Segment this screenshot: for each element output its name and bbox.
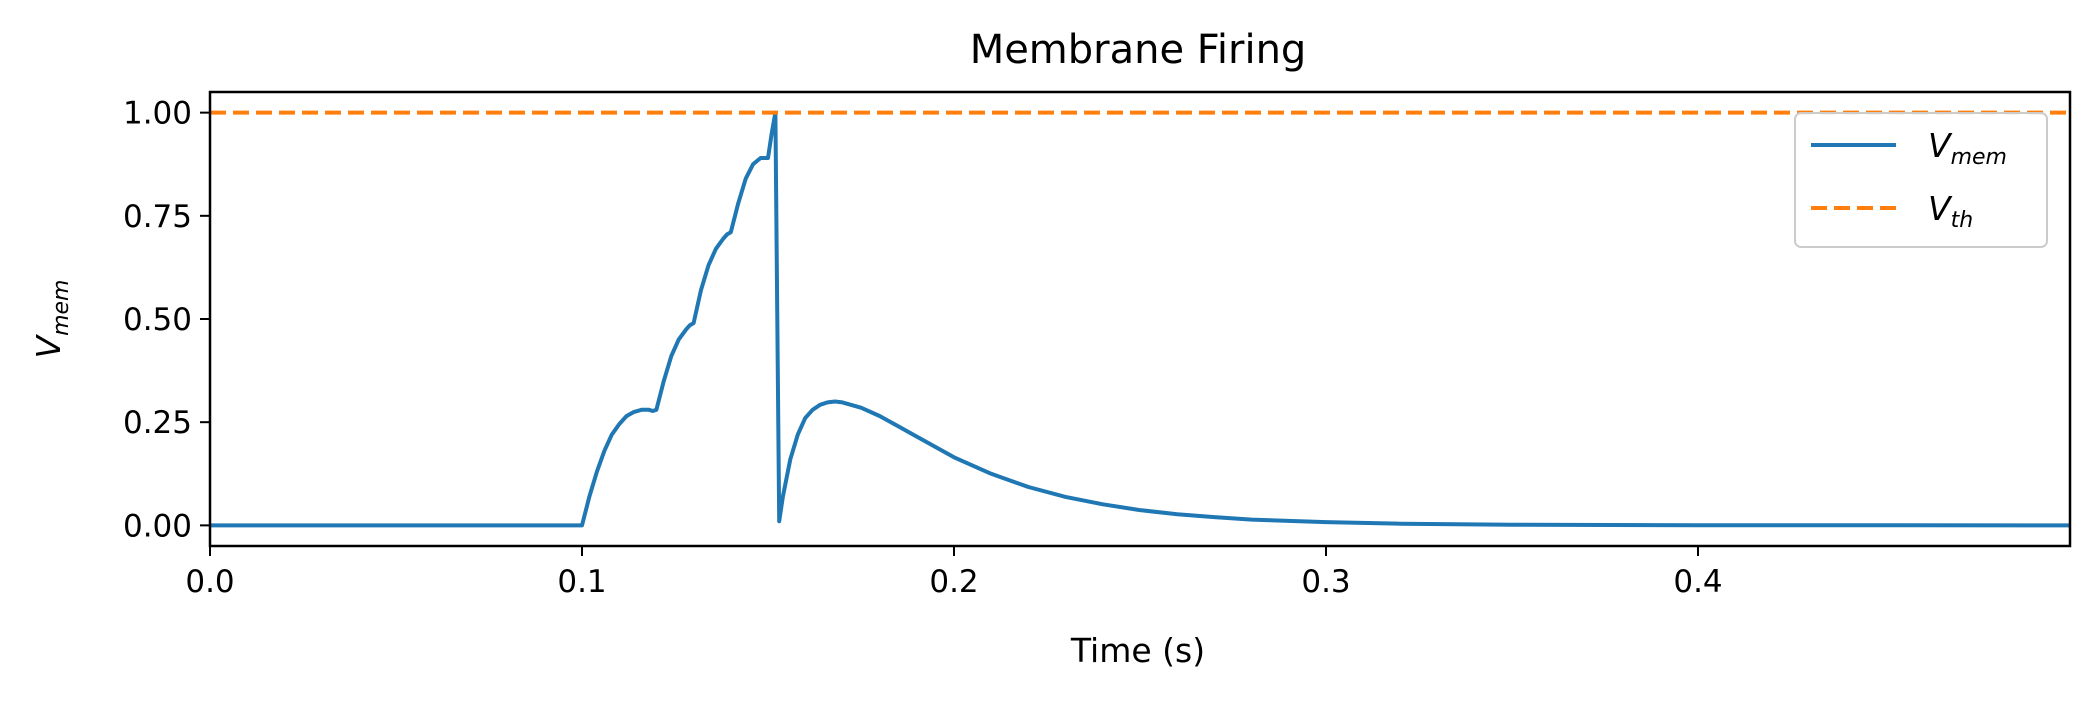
legend-label-vmem-main: V: [1928, 126, 1953, 165]
y-tick-label: 0.25: [123, 405, 192, 441]
legend-label-vth-main: V: [1928, 189, 1953, 228]
chart-title: Membrane Firing: [970, 27, 1307, 73]
y-axis-ticks: 0.00 0.25 0.50 0.75 1.00: [123, 96, 210, 544]
y-tick-label: 1.00: [123, 96, 192, 132]
y-tick-label: 0.75: [123, 199, 192, 235]
x-axis-ticks: 0.0 0.1 0.2 0.3 0.4: [185, 546, 1723, 600]
y-tick-label: 0.50: [123, 302, 192, 338]
legend-label-vmem: Vmem: [1928, 126, 2007, 170]
legend-label-vth-sub: th: [1951, 208, 1974, 233]
series-line-v-mem: [210, 110, 2071, 528]
x-tick-label: 0.0: [185, 564, 234, 600]
y-axis-label-sub: mem: [49, 280, 74, 336]
legend-label-vmem-sub: mem: [1951, 145, 2007, 170]
x-tick-label: 0.2: [929, 564, 978, 600]
x-tick-label: 0.1: [557, 564, 606, 600]
y-axis-label: Vmem: [29, 280, 74, 359]
y-tick-label: 0.00: [123, 508, 192, 544]
legend-box: [1794, 112, 2048, 248]
plot-frame: [208, 90, 2072, 548]
x-tick-label: 0.4: [1673, 564, 1722, 600]
x-axis-label: Time (s): [1070, 631, 1205, 670]
x-tick-label: 0.3: [1301, 564, 1350, 600]
legend: Vmem Vth: [1794, 112, 2048, 248]
legend-label-vth: Vth: [1928, 189, 1973, 233]
series-layer: [210, 110, 2071, 528]
plot-area: [208, 90, 2072, 548]
y-axis-label-main: V: [29, 333, 68, 358]
